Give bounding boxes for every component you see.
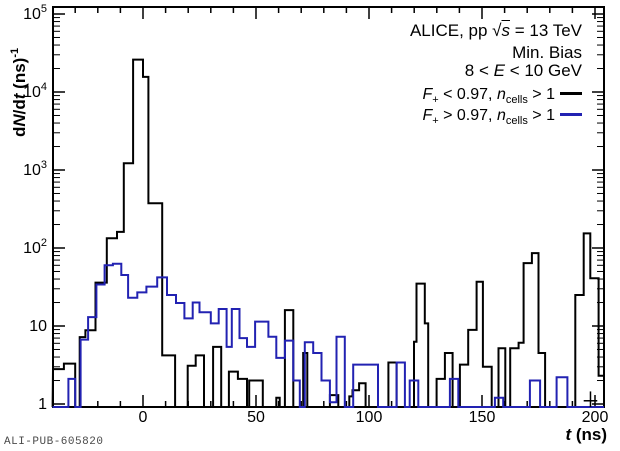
legend-entry-fplus-low: F+ < 0.97, ncells > 1 [422,85,582,110]
x-tick-label: 50 [247,409,265,426]
y-tick-label: 10 [29,318,47,335]
y-tick-label: 103 [23,159,47,179]
x-tick-label: 150 [469,409,496,426]
annotation-min-bias: Min. Bias [512,43,582,62]
legend-swatch-black [560,92,582,95]
y-tick-label: 104 [23,81,47,101]
y-axis-title: dN/dt (ns)-1 [9,48,29,137]
x-tick-label: 200 [582,409,609,426]
annotation-collision-system: ALICE, pp √s = 13 TeV [409,21,582,40]
x-axis-title: t (ns) [565,425,607,444]
annotation-energy-range: 8 < E < 10 GeV [464,61,582,80]
y-tick-label: 102 [23,237,47,257]
y-tick-label: 105 [23,3,47,23]
y-tick-label: 1 [38,396,47,413]
legend-entry-fplus-high: F+ > 0.97, ncells > 1 [422,106,582,131]
x-tick-label: 0 [139,409,148,426]
series-black-path [51,58,605,408]
legend-swatch-blue [560,113,582,116]
x-tick-label: 100 [356,409,383,426]
watermark-label: ALI-PUB-605820 [4,436,104,448]
series-blue-path [52,262,604,408]
